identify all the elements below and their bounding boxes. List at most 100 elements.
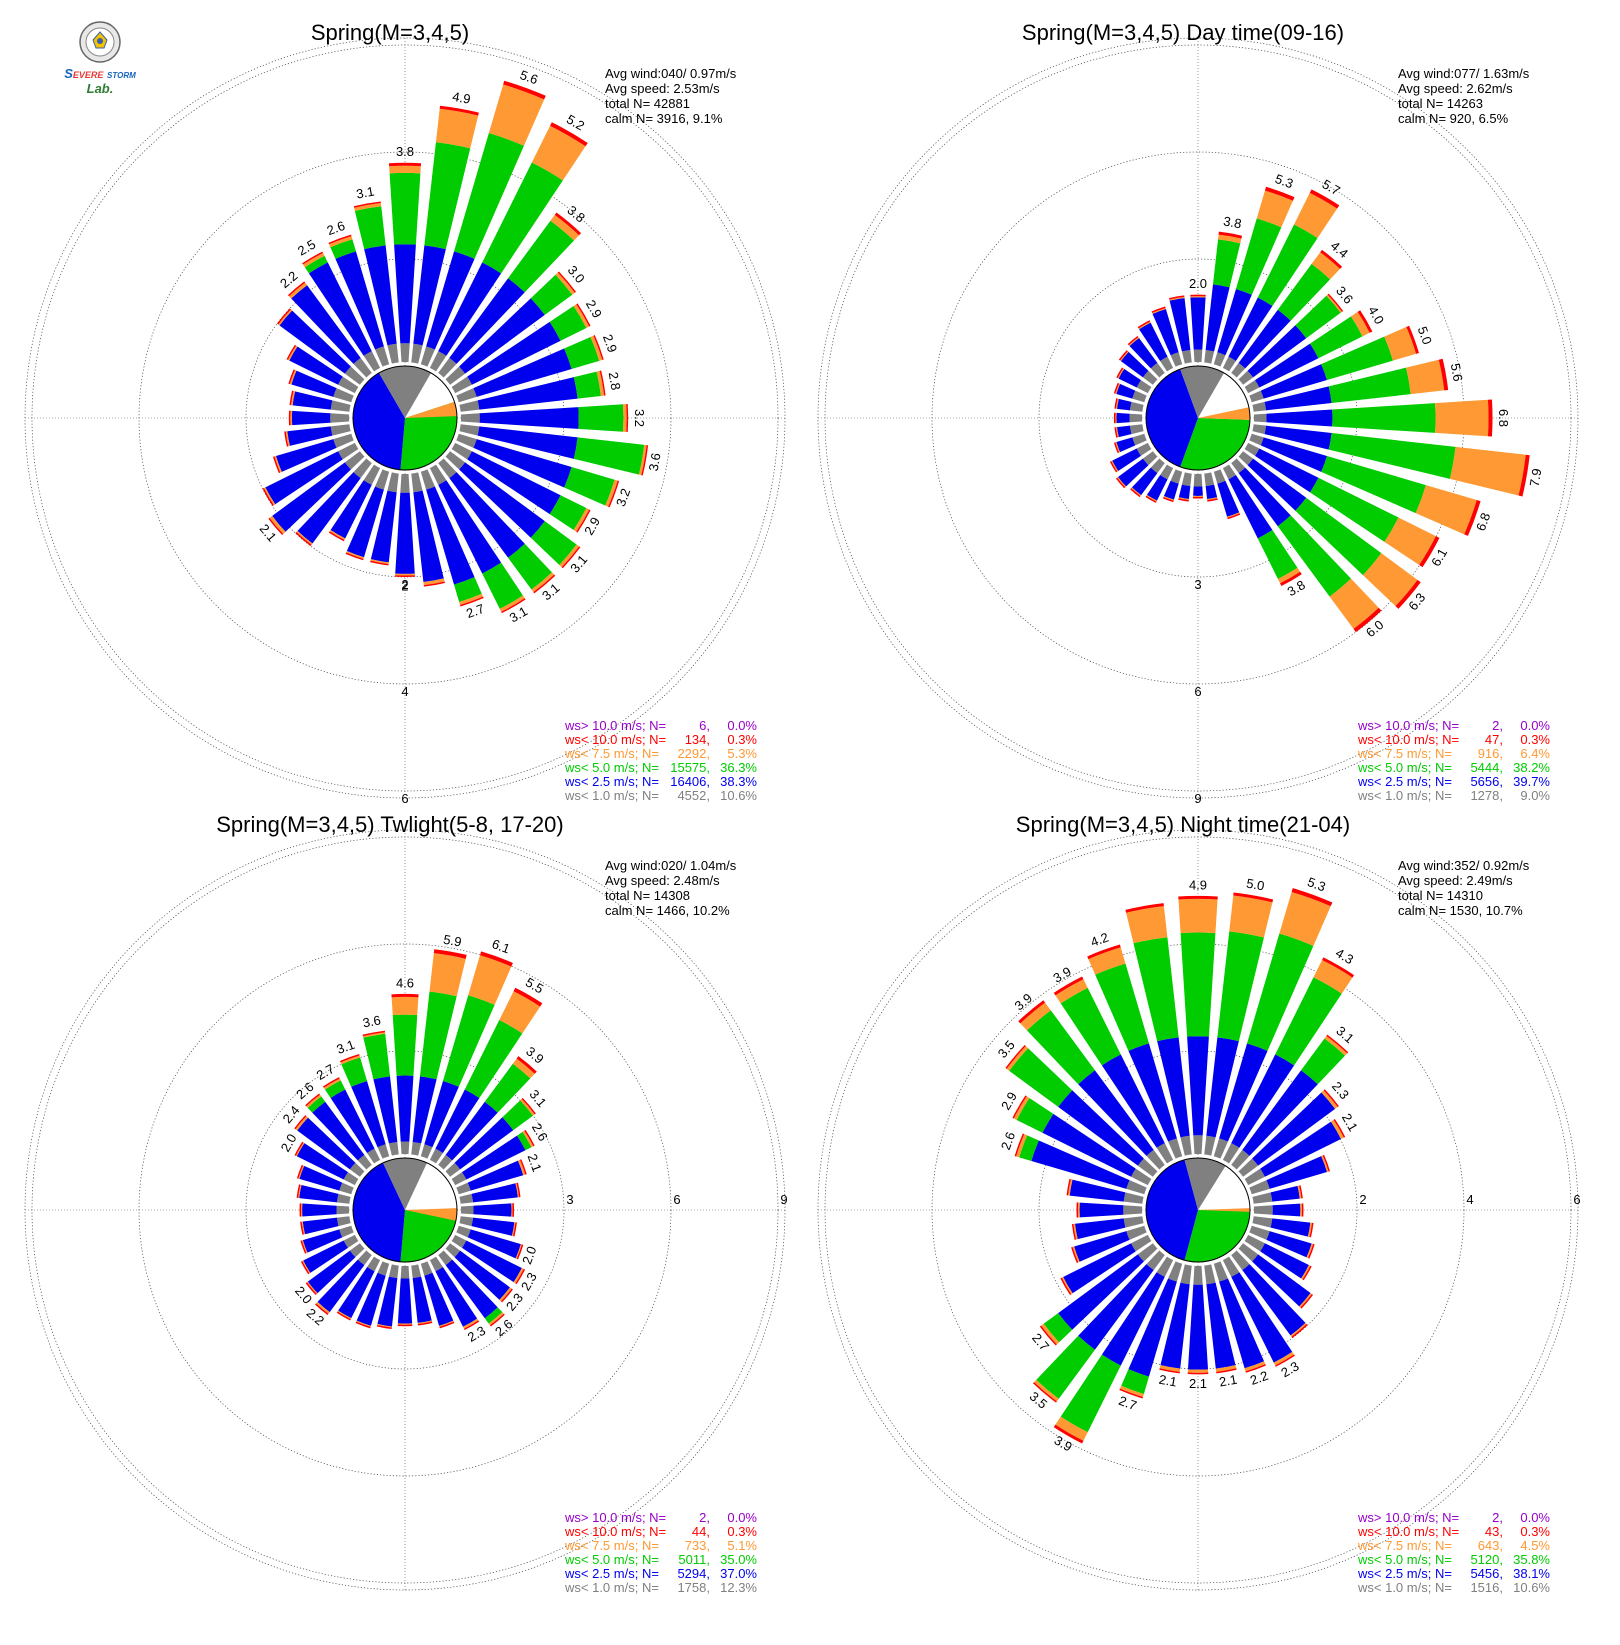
bar-segment-green <box>484 1307 503 1324</box>
legend-count: 43, <box>1485 1524 1503 1539</box>
bar-segment-blue <box>435 1089 480 1153</box>
bar-segment-red <box>376 1324 392 1330</box>
bar-segment-orange <box>298 1184 302 1199</box>
bar-segment-calm <box>1244 1234 1265 1252</box>
bar-segment-green <box>1060 1354 1121 1433</box>
bar-segment-red <box>433 949 467 959</box>
bar-segment-calm <box>438 1250 453 1266</box>
logo-text-evere: EVERE <box>72 70 104 80</box>
bar-segment-calm <box>451 376 472 394</box>
bar-segment-orange <box>1020 1002 1051 1031</box>
bar-segment-calm <box>429 351 447 372</box>
bar-value-label: 3.8 <box>396 144 414 159</box>
radial-tick-label: 9 <box>780 1192 787 1207</box>
bar-segment-red <box>1309 1222 1314 1238</box>
bar-segment-blue <box>1266 1156 1328 1189</box>
bar-segment-orange <box>623 404 627 432</box>
bar-segment-red <box>315 1303 329 1316</box>
bar-segment-orange <box>291 391 296 406</box>
bar-value-label: 2.1 <box>1189 1376 1207 1391</box>
bar-value-label: 2.1 <box>1339 1111 1361 1134</box>
bar-segment-blue <box>454 1250 510 1300</box>
bar-segment-blue <box>1247 458 1307 511</box>
bar-segment-calm <box>445 366 466 385</box>
bar-segment-calm <box>1253 413 1267 423</box>
bar-segment-blue <box>445 1259 498 1319</box>
bar-segment-blue <box>292 391 333 410</box>
bar-segment-green <box>1277 515 1352 597</box>
bar-value-label: 2.1 <box>525 1152 545 1174</box>
bar-segment-blue <box>426 251 475 350</box>
bar-segment-orange <box>1055 1416 1088 1441</box>
bar-segment-calm <box>1213 352 1226 367</box>
bar-segment-orange <box>1146 494 1157 502</box>
bar-segment-calm <box>1170 469 1183 484</box>
bar-segment-blue <box>424 1272 454 1326</box>
bar-segment-red <box>1130 488 1141 498</box>
bar-segment-orange <box>1013 1096 1030 1120</box>
stats-line: Avg speed: 2.62m/s <box>1398 81 1513 96</box>
bar-segment-calm <box>451 1234 467 1248</box>
bar-segment-blue <box>1146 475 1168 501</box>
bar-segment-calm <box>438 458 457 479</box>
bar-segment-green <box>1217 931 1264 1042</box>
bar-segment-blue <box>287 426 333 446</box>
legend-percent: 0.0% <box>727 718 757 733</box>
bar-segment-blue <box>297 472 361 544</box>
bar-segment-red <box>305 1282 317 1296</box>
bar-segment-orange <box>1227 512 1240 518</box>
legend-label: ws< 5.0 m/s; N= <box>1357 760 1452 775</box>
bar-segment-calm <box>456 1225 471 1238</box>
bar-segment-orange <box>1362 553 1418 607</box>
bar-segment-orange <box>340 1055 361 1065</box>
bar-segment-calm <box>1231 1149 1250 1170</box>
bar-segment-green <box>363 1033 391 1080</box>
bar-value-label: 3.9 <box>1051 964 1074 986</box>
bar-segment-calm <box>338 442 359 460</box>
bar-segment-blue <box>1238 467 1291 527</box>
bar-segment-blue <box>1219 1278 1265 1369</box>
bar-value-label: 5.2 <box>564 111 587 133</box>
bar-segment-red <box>272 456 281 474</box>
bar-value-label: 5.7 <box>1320 176 1343 198</box>
bar-segment-blue <box>1206 1037 1239 1138</box>
bar-segment-red <box>513 1222 517 1237</box>
bar-segment-calm <box>456 433 477 448</box>
bar-segment-orange <box>605 479 618 507</box>
bar-segment-red <box>1187 1372 1209 1375</box>
bar-segment-calm <box>429 1148 443 1164</box>
bar-segment-green <box>508 543 552 590</box>
bar-segment-blue <box>473 439 572 488</box>
bar-segment-calm <box>1142 451 1158 466</box>
bar-segment-green <box>1257 530 1298 579</box>
bar-segment-blue <box>413 490 444 582</box>
bar-segment-red <box>1291 1324 1308 1338</box>
bar-segment-orange <box>346 551 365 559</box>
bar-segment-orange <box>1088 947 1126 975</box>
stats-line: total N= 42881 <box>605 96 690 111</box>
legend-count: 2, <box>699 1510 710 1525</box>
bar-segment-blue <box>438 480 502 574</box>
legend-label: ws> 10.0 m/s; N= <box>1357 718 1459 733</box>
bar-segment-blue <box>1187 1036 1209 1136</box>
legend-label: ws< 7.5 m/s; N= <box>1357 1538 1452 1553</box>
bar-segment-calm <box>1204 349 1215 364</box>
bar-segment-calm <box>333 388 354 403</box>
stats-line: total N= 14308 <box>605 888 690 903</box>
legend-count: 4552, <box>677 788 710 803</box>
bar-segment-blue <box>330 1089 375 1153</box>
calm-pie-gray <box>379 365 431 418</box>
bar-segment-orange <box>1159 1365 1181 1372</box>
bar-segment-calm <box>1170 352 1183 367</box>
legend-count: 134, <box>685 732 710 747</box>
bar-segment-blue <box>1231 1272 1293 1363</box>
bar-segment-red <box>626 403 629 433</box>
bar-segment-orange <box>1307 1222 1312 1237</box>
bar-segment-red <box>608 480 620 508</box>
bar-segment-blue <box>479 407 579 429</box>
bar-segment-red <box>1137 320 1151 329</box>
bar-segment-blue <box>1112 448 1141 472</box>
bar-segment-blue <box>1178 484 1191 500</box>
bar-segment-red <box>1109 461 1118 473</box>
bar-segment-calm <box>1142 370 1158 385</box>
